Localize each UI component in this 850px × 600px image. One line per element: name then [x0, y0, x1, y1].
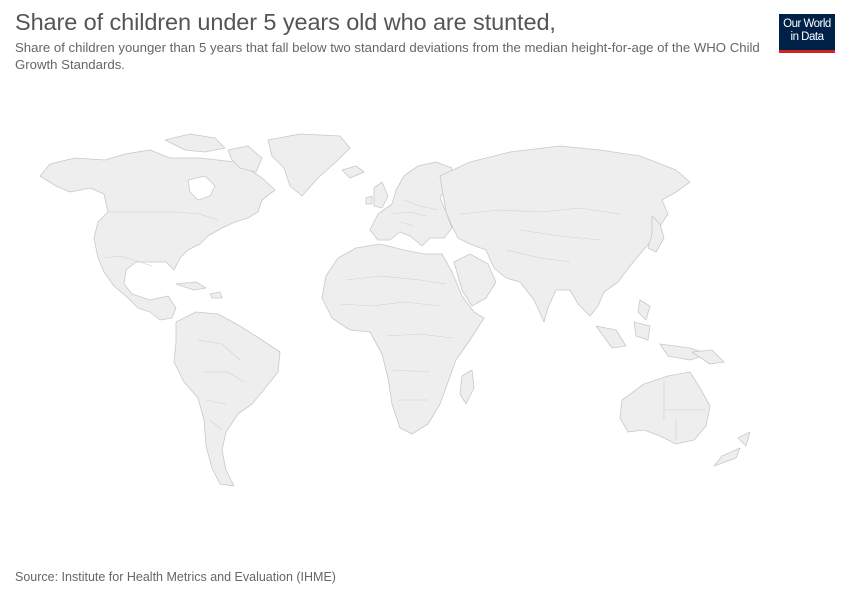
region-southeast-asia-islands[interactable] [595, 299, 709, 361]
map-landmasses [39, 133, 751, 487]
border-south-america [197, 339, 245, 431]
region-canadian-arctic[interactable] [164, 133, 226, 153]
region-north-america[interactable] [39, 149, 276, 321]
region-japan[interactable] [647, 215, 665, 253]
region-papua-new-guinea[interactable] [691, 349, 725, 365]
region-africa[interactable] [321, 243, 485, 435]
region-south-america[interactable] [173, 311, 281, 487]
region-caribbean[interactable] [175, 281, 223, 299]
border-australia [663, 380, 706, 440]
region-hudson-bay [187, 175, 216, 201]
region-baffin-island[interactable] [227, 145, 263, 173]
border-asia [459, 207, 621, 263]
region-greenland[interactable] [267, 133, 351, 197]
border-europe [391, 199, 439, 227]
logo-line-2: in Data [790, 31, 824, 43]
region-australia[interactable] [619, 371, 711, 445]
border-usa-canada [108, 211, 219, 221]
chart-title: Share of children under 5 years old who … [15, 9, 556, 35]
region-iceland[interactable] [341, 165, 365, 179]
region-asia[interactable] [439, 145, 691, 323]
chart-subtitle: Share of children younger than 5 years t… [15, 40, 760, 72]
region-new-zealand[interactable] [713, 431, 751, 467]
region-arabian-peninsula[interactable] [453, 253, 497, 307]
owid-logo[interactable]: Our World in Data [779, 14, 835, 53]
border-africa [339, 275, 453, 401]
border-usa-mexico [103, 255, 153, 267]
world-map [39, 133, 751, 487]
region-madagascar[interactable] [459, 369, 475, 405]
logo-line-1: Our World [783, 18, 831, 30]
source-note: Source: Institute for Health Metrics and… [15, 570, 336, 584]
region-uk-ireland[interactable] [365, 181, 389, 209]
